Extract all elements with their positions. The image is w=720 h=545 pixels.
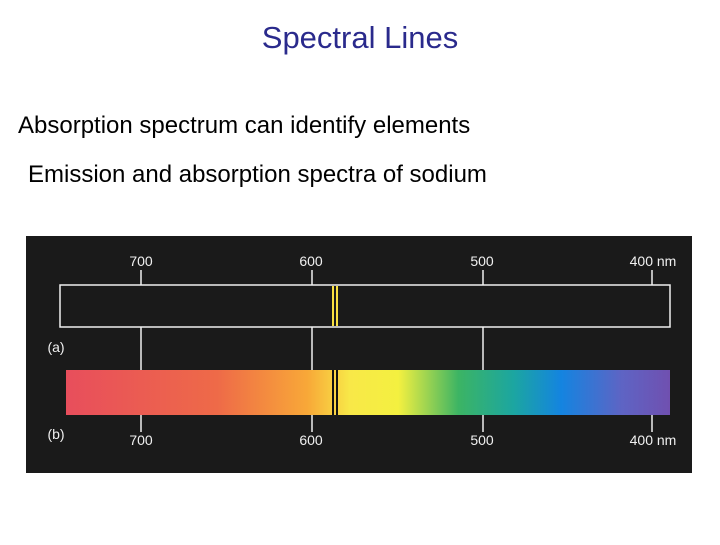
wavelength-label: 600 bbox=[299, 253, 323, 269]
panel-label: (b) bbox=[47, 426, 64, 442]
figure-background bbox=[26, 236, 692, 473]
emission-line bbox=[336, 286, 338, 326]
absorption-spectrum bbox=[66, 370, 670, 415]
bullet: Absorption spectrum can identify element… bbox=[18, 112, 470, 139]
absorption-line bbox=[336, 370, 338, 415]
emission-box bbox=[59, 284, 671, 328]
wavelength-label: 500 bbox=[470, 432, 494, 448]
wavelength-label: 500 bbox=[470, 253, 494, 269]
wavelength-label: 600 bbox=[299, 432, 323, 448]
emission-line bbox=[332, 286, 334, 326]
tick-lines bbox=[140, 270, 653, 432]
wavelength-label: 700 bbox=[129, 432, 153, 448]
absorption-line bbox=[332, 370, 334, 415]
title: Spectral Lines bbox=[262, 20, 458, 55]
bullet: Emission and absorption spectra of sodiu… bbox=[28, 161, 487, 188]
wavelength-label: 400 nm bbox=[630, 253, 677, 269]
wavelength-label: 700 bbox=[129, 253, 153, 269]
panel-label: (a) bbox=[47, 339, 64, 355]
wavelength-label: 400 nm bbox=[630, 432, 677, 448]
